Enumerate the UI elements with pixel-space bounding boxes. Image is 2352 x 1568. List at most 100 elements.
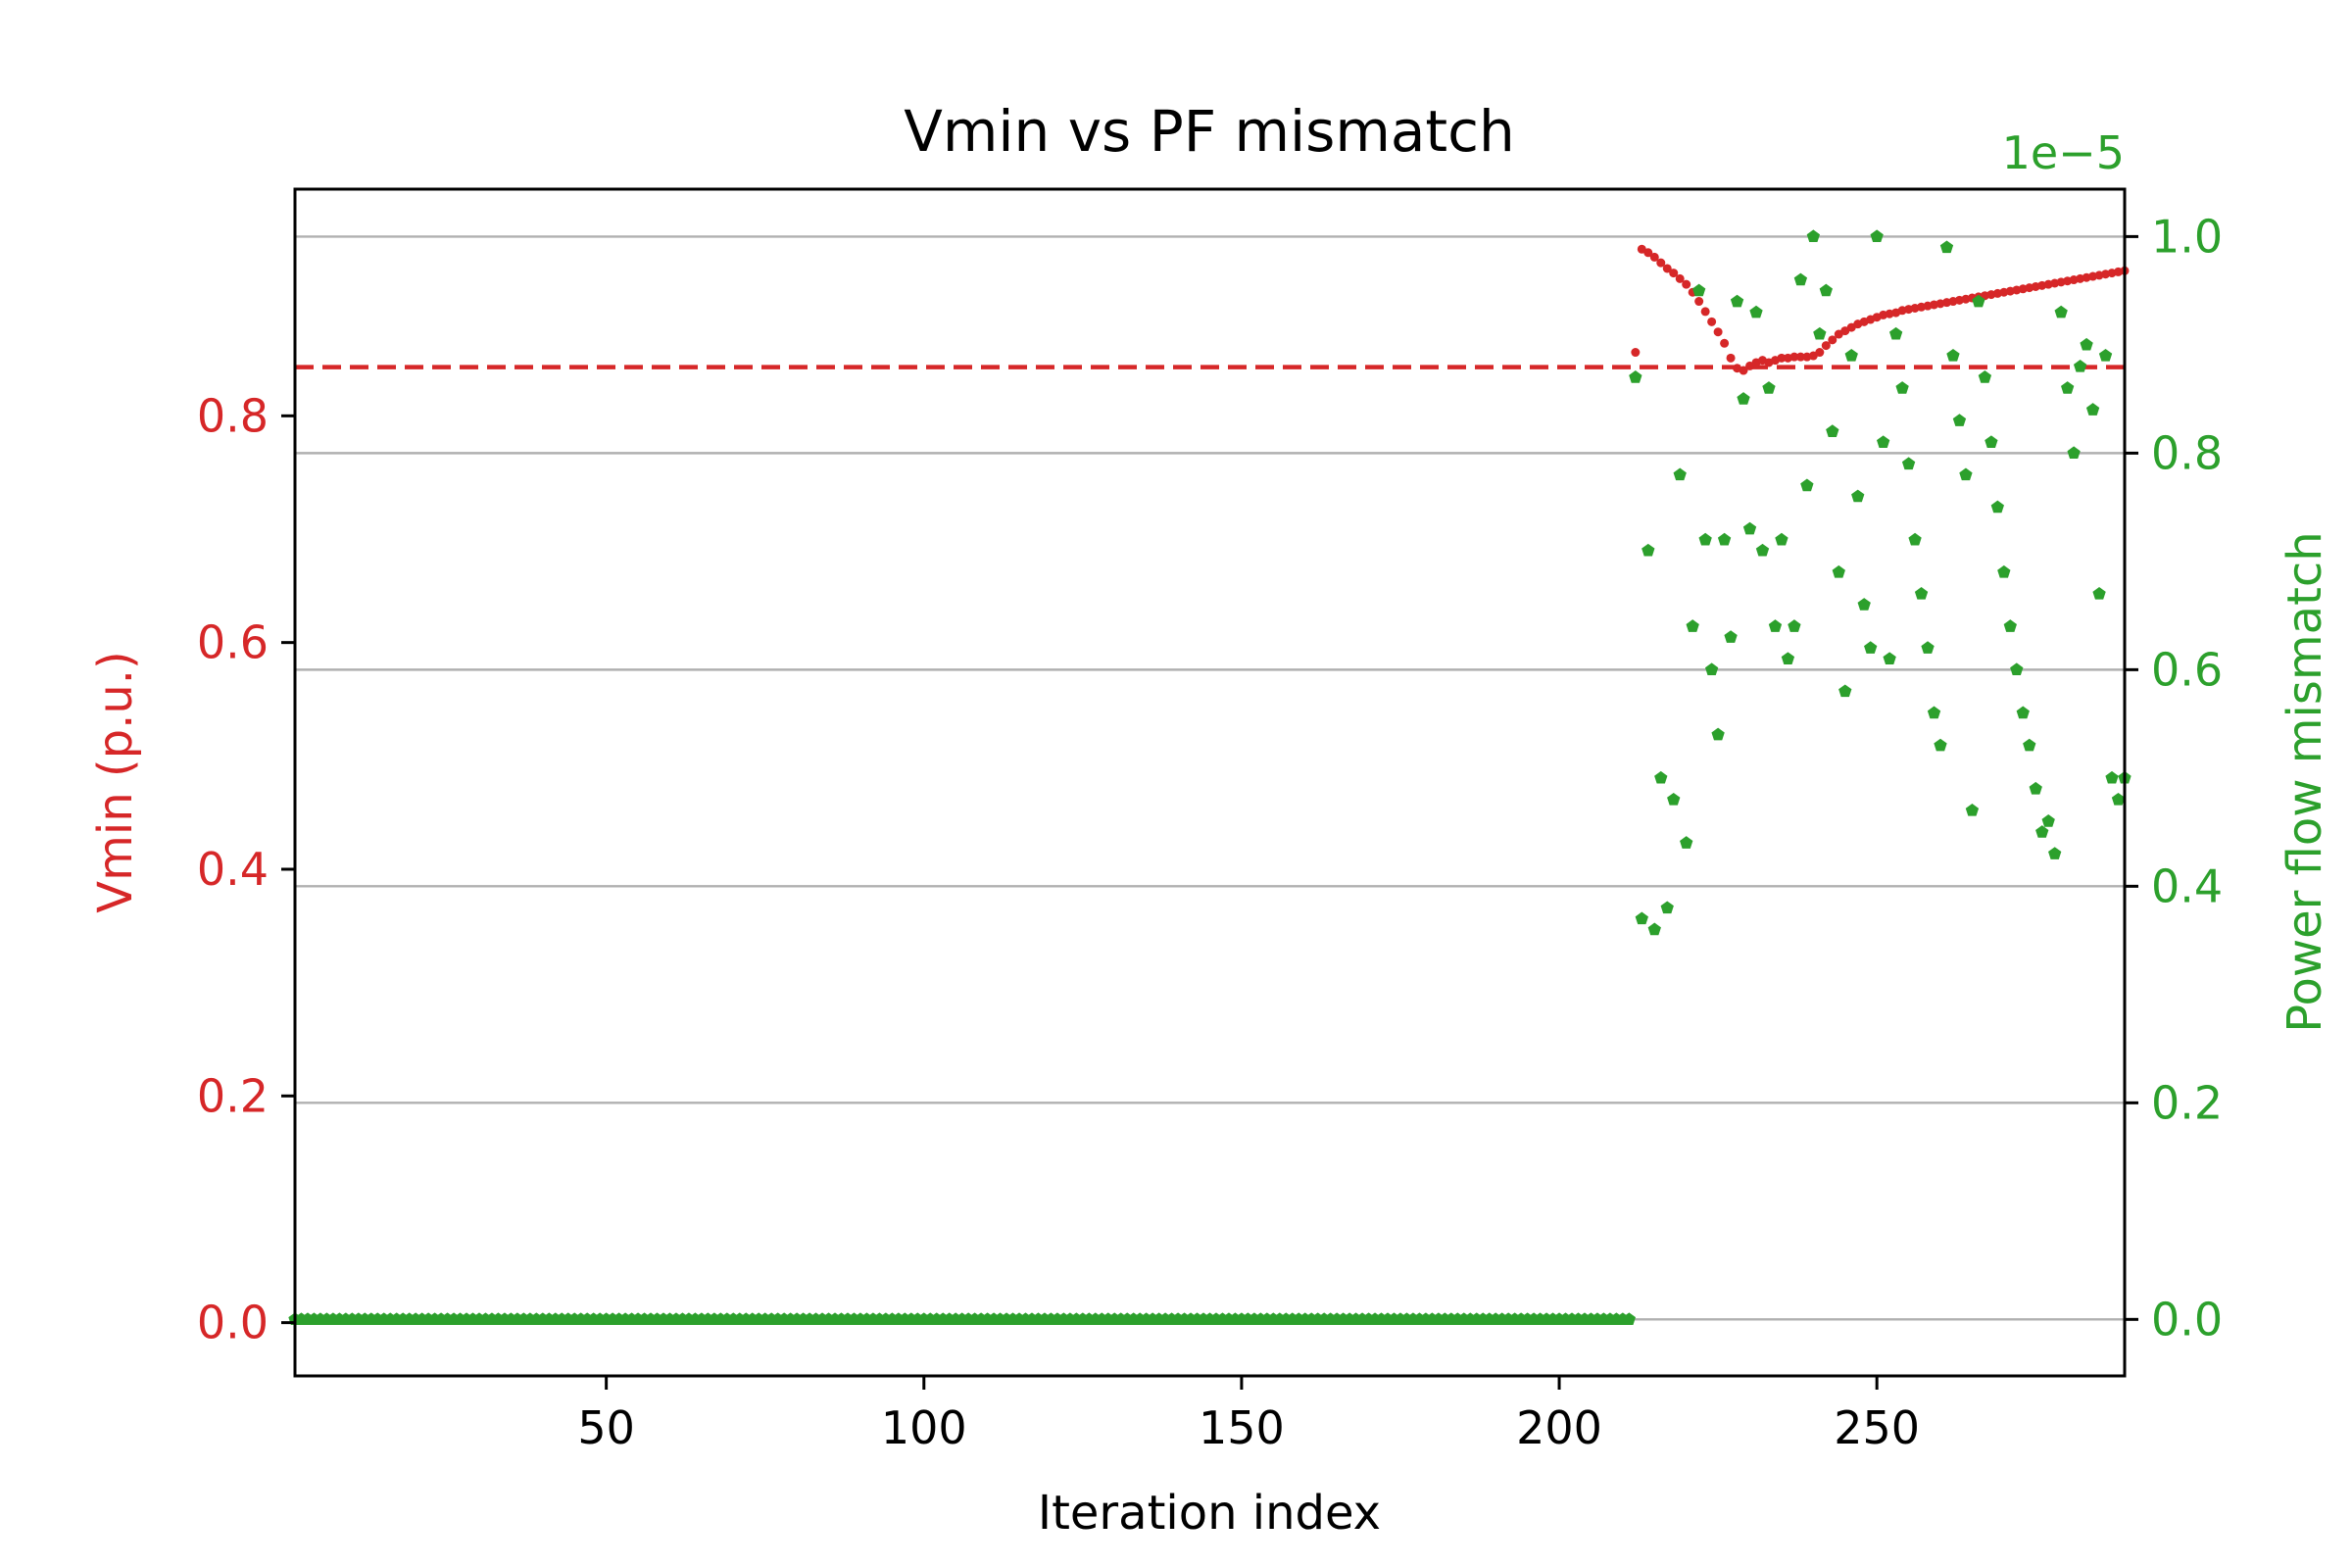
x-axis-label: Iteration index: [1038, 1486, 1381, 1541]
mismatch-point: [1680, 836, 1693, 849]
mismatch-point: [1717, 532, 1732, 546]
mismatch-point: [1806, 229, 1821, 243]
mismatch-point: [1768, 619, 1783, 632]
vmin-point: [1789, 352, 1799, 362]
vmin-point: [1777, 353, 1787, 363]
vmin-point: [1739, 366, 1748, 375]
mismatch-point: [1800, 478, 1814, 492]
mismatch-point: [1647, 922, 1661, 936]
mismatch-point: [2080, 337, 2093, 351]
x-tick-label: 100: [881, 1401, 967, 1454]
data-marks: [288, 229, 2132, 1325]
mismatch-point: [1832, 564, 1845, 578]
mismatch-point: [1914, 587, 1929, 600]
mismatch-point: [2067, 446, 2081, 460]
mismatch-point: [1629, 370, 1642, 383]
left-tick-label: 0.6: [197, 616, 269, 669]
mismatch-point: [1635, 911, 1648, 925]
mismatch-point: [1901, 457, 1916, 470]
left-tick-label: 0.8: [197, 389, 269, 442]
mismatch-point: [2010, 662, 2024, 676]
mismatch-point: [2048, 847, 2062, 859]
x-tick-label: 250: [1834, 1401, 1920, 1454]
mismatch-point: [1864, 641, 1878, 654]
mismatch-point: [1972, 294, 1985, 308]
mismatch-point: [2035, 825, 2049, 838]
mismatch-point: [1888, 326, 1903, 340]
mismatch-point: [1939, 240, 1954, 254]
mismatch-point: [1762, 381, 1776, 394]
vmin-point: [1682, 279, 1691, 289]
right-axis-label: Power flow mismatch: [2278, 531, 2332, 1032]
mismatch-point: [2041, 814, 2055, 827]
mismatch-point: [1742, 521, 1757, 535]
mismatch-point: [2073, 359, 2087, 372]
mismatch-point: [1895, 381, 1909, 394]
vmin-point: [1720, 338, 1730, 348]
right-axis-offset-text: 1e−5: [2002, 126, 2125, 179]
mismatch-point: [1908, 532, 1922, 546]
mismatch-point: [1781, 652, 1795, 664]
right-tick-label: 0.0: [2151, 1293, 2223, 1346]
left-tick-label: 0.4: [197, 843, 269, 896]
mismatch-point: [1667, 792, 1681, 806]
vmin-point: [1821, 341, 1831, 351]
mismatch-point: [2092, 587, 2106, 600]
mismatch-point: [1997, 564, 2011, 578]
mismatch-point: [1686, 619, 1699, 632]
mismatch-point: [1883, 652, 1896, 664]
vmin-point: [1662, 264, 1672, 273]
vmin-point: [1713, 327, 1723, 337]
mismatch-point: [2111, 792, 2126, 806]
vmin-point: [1656, 258, 1666, 268]
mismatch-point: [2085, 403, 2100, 416]
vmin-point: [1694, 297, 1704, 307]
mismatch-point: [1857, 598, 1871, 611]
left-axis-label: Vmin (p.u.): [88, 651, 143, 912]
x-tick-label: 150: [1199, 1401, 1285, 1454]
vmin-point: [1726, 353, 1736, 363]
gridlines: [295, 235, 2125, 1321]
mismatch-point: [1622, 1312, 1637, 1325]
mismatch-point: [1673, 467, 1687, 481]
mismatch-point: [1788, 619, 1801, 632]
mismatch-point: [2016, 706, 2030, 719]
mismatch-point: [1724, 630, 1738, 643]
mismatch-point: [1851, 489, 1865, 503]
mismatch-point: [1755, 543, 1770, 557]
mismatch-point: [2098, 348, 2113, 362]
right-tick-label: 0.4: [2151, 859, 2223, 912]
mismatch-point: [1946, 348, 1960, 362]
mismatch-point: [1819, 283, 1833, 297]
mismatch-point: [2029, 781, 2042, 795]
mismatch-point: [1737, 392, 1750, 405]
mismatch-point: [1826, 424, 1839, 437]
mismatch-point: [2003, 619, 2017, 632]
mismatch-point: [2023, 738, 2036, 752]
mismatch-point: [1775, 532, 1788, 546]
mismatch-point: [1660, 901, 1674, 914]
vmin-point: [1795, 352, 1805, 362]
vmin-point: [1707, 317, 1717, 326]
vmin-point: [1631, 348, 1641, 358]
chart-title: Vmin vs PF mismatch: [904, 98, 1515, 165]
vmin-point: [1700, 307, 1710, 317]
vmin-point: [1649, 252, 1659, 262]
mismatch-point: [1711, 727, 1725, 741]
x-tick-label: 50: [577, 1401, 635, 1454]
mismatch-point: [1749, 305, 1763, 318]
vmin-point: [1669, 269, 1679, 278]
mismatch-point: [1934, 738, 1947, 752]
mismatch-point: [1730, 294, 1744, 308]
mismatch-point: [1959, 467, 1973, 481]
mismatch-point: [1952, 414, 1967, 426]
mismatch-point: [1978, 370, 1992, 383]
right-tick-label: 0.2: [2151, 1076, 2223, 1129]
mismatch-point: [1990, 500, 2004, 514]
mismatch-point: [2054, 305, 2068, 318]
mismatch-point: [1698, 532, 1712, 546]
vmin-point: [1828, 335, 1838, 345]
right-tick-label: 0.6: [2151, 643, 2223, 696]
mismatch-point: [1654, 770, 1668, 784]
